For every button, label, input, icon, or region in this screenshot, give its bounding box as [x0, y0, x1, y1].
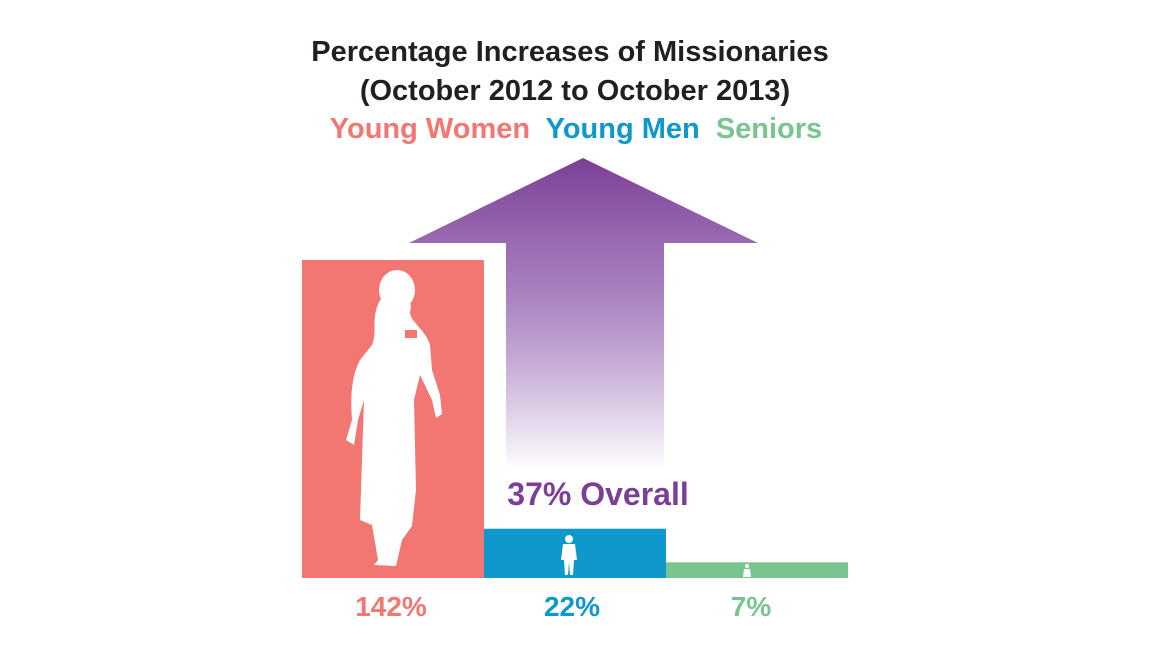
senior-silhouette-icon — [743, 564, 751, 577]
legend-entry-young-women: Young Women — [330, 113, 530, 145]
legend-entry-young-men: Young Men — [546, 113, 700, 145]
value-label-young-women: 142% — [355, 591, 427, 622]
value-label-seniors: 7% — [731, 591, 772, 622]
woman-silhouette-icon — [346, 270, 442, 566]
legend-entry-seniors: Seniors — [716, 113, 822, 145]
legend: Young Women Young Men Seniors — [330, 113, 822, 145]
chart-title: Percentage Increases of Missionaries — [311, 36, 828, 68]
value-label-young-men: 22% — [544, 591, 600, 622]
man-silhouette-icon — [561, 535, 577, 575]
overall-arrow — [409, 158, 758, 470]
chart-subtitle: (October 2012 to October 2013) — [360, 75, 790, 107]
overall-label: 37% Overall — [507, 476, 688, 512]
bar-seniors — [666, 562, 848, 578]
